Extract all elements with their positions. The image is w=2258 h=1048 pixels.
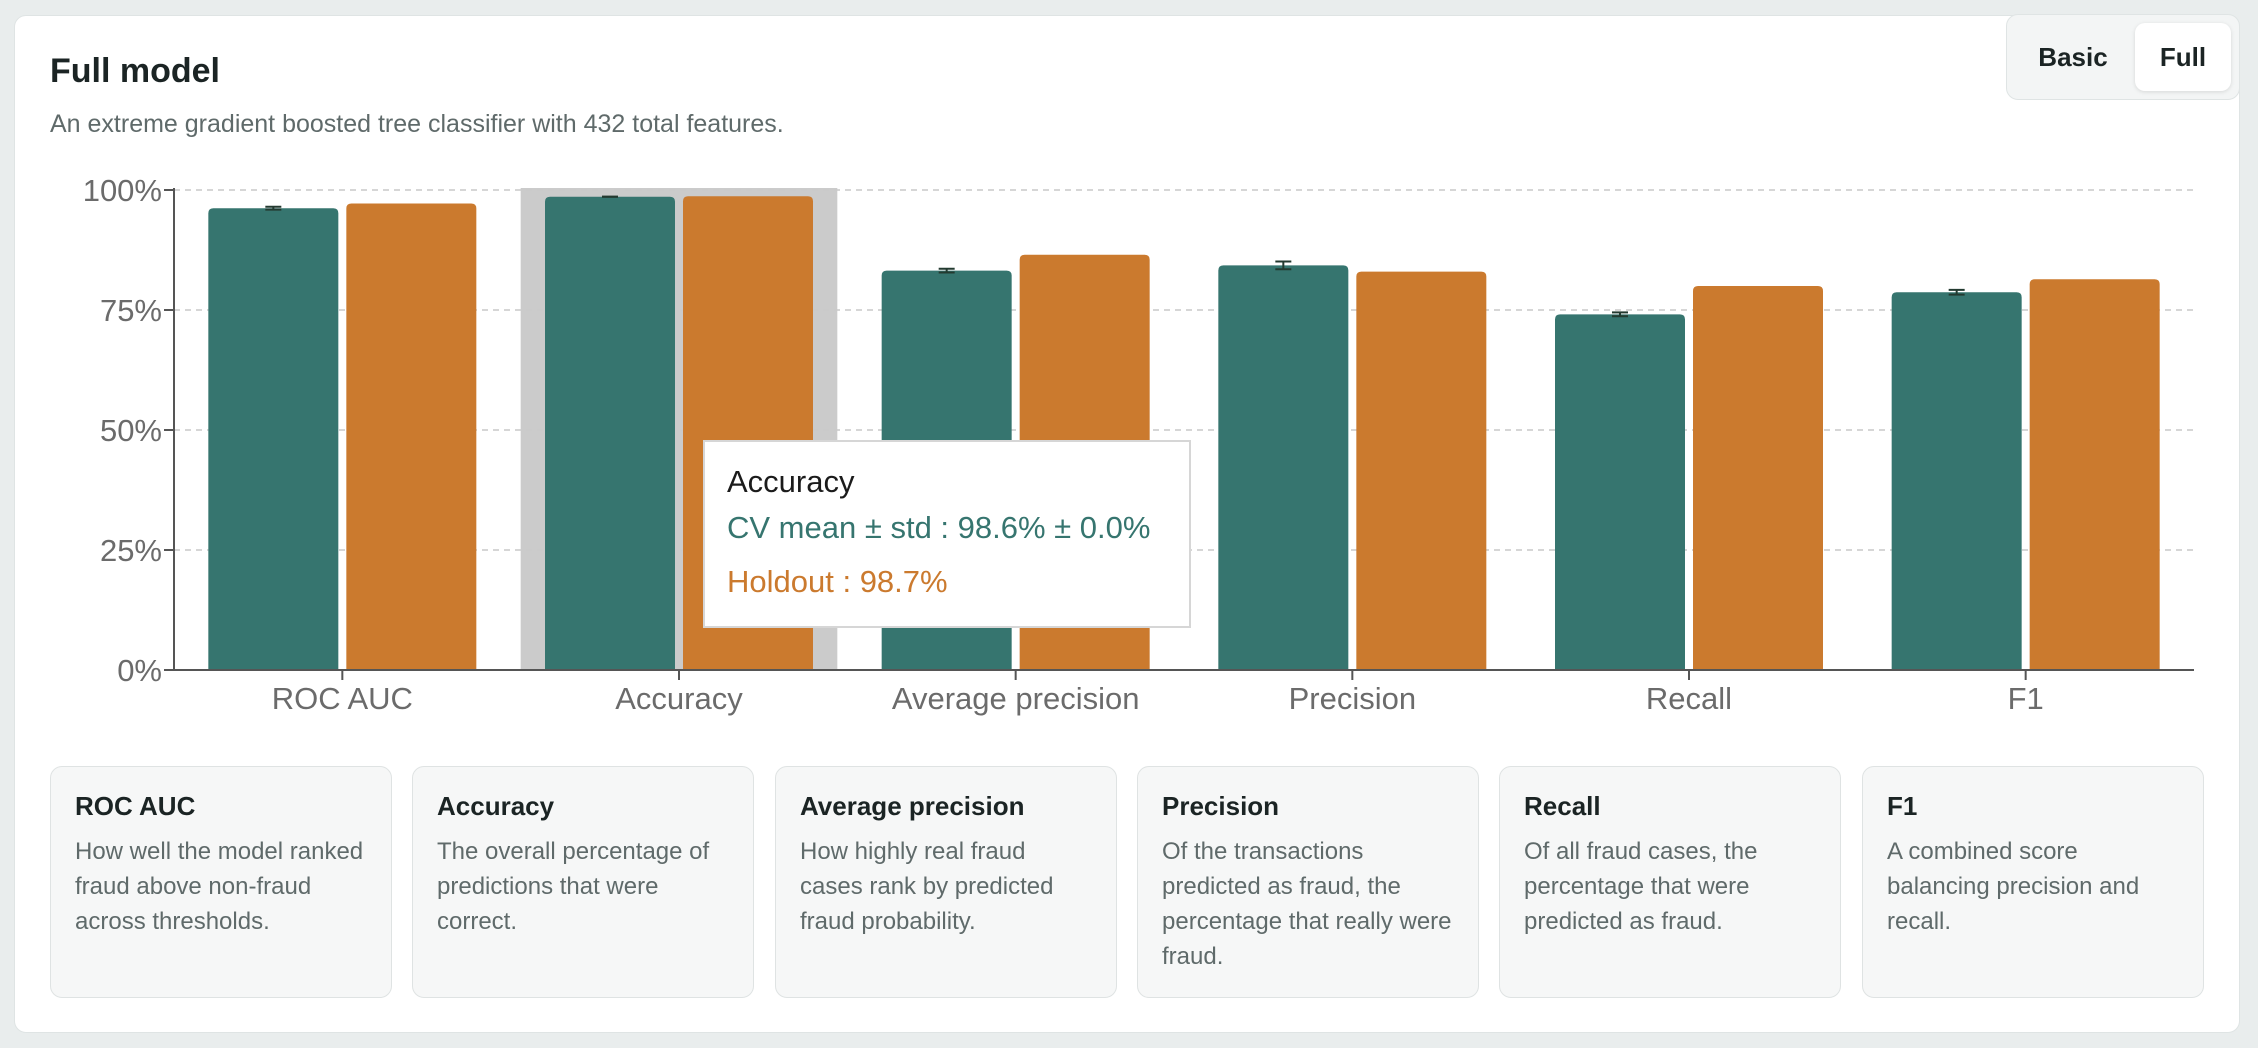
metric-card-accuracy: Accuracy The overall percentage of predi… (412, 766, 754, 998)
bar-holdout (1693, 286, 1823, 670)
metric-card-text: Of all fraud cases, the percentage that … (1524, 838, 1758, 935)
y-tick-label: 50% (100, 413, 162, 448)
y-tick-label: 75% (100, 293, 162, 328)
metric-card-text: How highly real fraud cases rank by pred… (800, 838, 1054, 935)
metric-card-title: Average precision (800, 791, 1025, 821)
metric-card-roc-auc: ROC AUC How well the model ranked fraud … (50, 766, 392, 998)
y-tick-label: 0% (117, 653, 162, 688)
x-tick-label: Accuracy (615, 681, 743, 716)
x-tick-label: ROC AUC (272, 681, 413, 716)
y-tick-label: 25% (100, 533, 162, 568)
tooltip-cv-value: CV mean ± std : 98.6% ± 0.0% (727, 510, 1151, 545)
metric-card-average-precision: Average precision How highly real fraud … (775, 766, 1117, 998)
metric-card-title: Precision (1162, 791, 1280, 821)
metrics-bar-chart: 0% 25% 50% 75% 100% ROC AUC Accuracy Average pr… (83, 173, 2194, 716)
metric-card-title: F1 (1887, 791, 1918, 821)
bar-cv (1555, 314, 1685, 670)
bar-cv (208, 208, 339, 671)
metric-card-text: How well the model ranked fraud above no… (75, 838, 364, 935)
x-tick-label: Precision (1289, 681, 1417, 716)
bar-holdout (2029, 279, 2160, 670)
bar-cv (1218, 265, 1349, 670)
y-tick-label: 100% (83, 173, 162, 208)
tooltip-title: Accuracy (727, 464, 855, 499)
bar-holdout (1356, 271, 1487, 670)
chart-tooltip: Accuracy CV mean ± std : 98.6% ± 0.0% Ho… (703, 440, 1191, 628)
metric-card-recall: Recall Of all fraud cases, the percentag… (1499, 766, 1841, 998)
metric-card-title: Accuracy (437, 791, 555, 821)
toggle-full-button[interactable]: Full (2135, 23, 2231, 91)
metric-card-title: Recall (1524, 791, 1601, 821)
page-subtitle: An extreme gradient boosted tree classif… (50, 110, 784, 138)
metric-card-precision: Precision Of the transactions predicted … (1137, 766, 1479, 998)
x-tick-label: F1 (2008, 681, 2044, 716)
page-title: Full model (50, 52, 220, 90)
toggle-basic-button[interactable]: Basic (2017, 23, 2129, 91)
x-tick-label: Average precision (892, 681, 1140, 716)
bar-holdout (346, 203, 477, 670)
tooltip-holdout-value: Holdout : 98.7% (727, 564, 948, 599)
metric-card-f1: F1 A combined score balancing precision … (1862, 766, 2204, 998)
bar-cv (545, 196, 675, 670)
metric-card-title: ROC AUC (75, 791, 196, 821)
bar-cv (1891, 292, 2022, 670)
model-toggle: Basic Full (2006, 14, 2240, 100)
x-tick-label: Recall (1646, 681, 1732, 716)
metric-card-text: Of the transactions predicted as fraud, … (1162, 838, 1452, 970)
metric-card-text: The overall percentage of predictions th… (437, 838, 710, 935)
metric-card-text: A combined score balancing precision and… (1887, 838, 2140, 935)
